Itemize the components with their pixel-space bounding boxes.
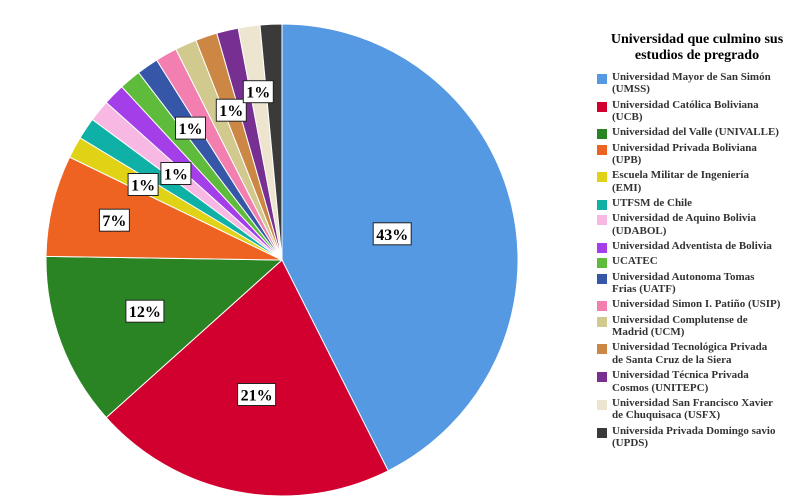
legend-swatch bbox=[597, 243, 607, 254]
slice-data-label: 43% bbox=[372, 222, 412, 246]
legend-label: Universidad Adventista de Bolivia bbox=[612, 240, 772, 253]
legend-swatch bbox=[597, 172, 607, 183]
legend-swatch bbox=[597, 344, 607, 355]
legend-item: Universidad de Aquino Bolivia (UDABOL) bbox=[594, 212, 810, 237]
legend-label: Universidad Autonoma Tomas Frias (UATF) bbox=[612, 270, 755, 296]
data-label-text: 12% bbox=[129, 304, 161, 321]
legend-swatch bbox=[597, 372, 607, 383]
data-label-text: 43% bbox=[376, 227, 408, 244]
data-label-box bbox=[160, 162, 192, 185]
slice-data-label: 1% bbox=[160, 162, 192, 185]
data-label-box bbox=[175, 116, 206, 140]
legend-item: UCATEC bbox=[594, 255, 810, 269]
legend-label: Universidad del Valle (UNIVALLE) bbox=[612, 126, 779, 139]
pie-slice bbox=[281, 23, 519, 472]
data-label-box bbox=[242, 80, 274, 104]
legend-swatch bbox=[597, 129, 607, 140]
legend-label: Universida Privada Domingo savio (UPDS) bbox=[612, 424, 776, 449]
data-label-text: 1% bbox=[219, 103, 243, 120]
slice-data-label: 12% bbox=[125, 299, 165, 323]
legend-label: Universidad Tecnológica Privada de Santa … bbox=[612, 341, 768, 366]
legend-label: Universidad Complutense de Madrid (UCM) bbox=[612, 313, 748, 339]
legend-swatch bbox=[597, 399, 607, 410]
data-label-box bbox=[127, 173, 159, 196]
pie-chart: 43%21%12%7%1%1%1%1%1% bbox=[45, 23, 519, 497]
data-label-text: 1% bbox=[164, 167, 188, 184]
legend-label: Universidad Privada Boliviana (UPB) bbox=[612, 141, 757, 167]
data-label-box bbox=[372, 222, 412, 246]
legend-item: Universidad Autonoma Tomas Frias (UATF) bbox=[594, 271, 810, 296]
legend-item: Universidad Privada Boliviana (UPB) bbox=[594, 142, 810, 167]
slice-data-label: 21% bbox=[237, 383, 277, 406]
legend-swatch bbox=[597, 101, 607, 112]
legend-label: UCATEC bbox=[612, 255, 658, 268]
legend-label: Escuela Militar de Ingeniería (EMI) bbox=[612, 169, 749, 194]
legend-item: Universidad Técnica Privada Cosmos (UNITE… bbox=[594, 369, 810, 394]
legend-label: Universidad San Francisco Xavier de Chuqu… bbox=[612, 396, 774, 422]
legend-swatch bbox=[597, 215, 607, 226]
legend-label: Universidad Técnica Privada Cosmos (UNITE… bbox=[612, 369, 749, 394]
chart-legend: Universidad que culmino sus estudios de … bbox=[594, 32, 810, 452]
legend-item: Universidad Católica Boliviana (UCB) bbox=[594, 99, 810, 124]
data-label-box bbox=[215, 98, 247, 122]
legend-swatch bbox=[597, 258, 607, 269]
legend-label: Universidad Simon I. Patiño (USIP) bbox=[612, 298, 781, 311]
slice-data-label: 1% bbox=[215, 98, 247, 122]
slice-data-label: 7% bbox=[98, 208, 130, 232]
legend-label: UTFSM de Chile bbox=[612, 197, 693, 210]
legend-item: Universidad Mayor de San Simón (UMSS) bbox=[594, 71, 810, 96]
data-label-text: 1% bbox=[131, 178, 155, 195]
legend-item: Universida Privada Domingo savio (UPDS) bbox=[594, 425, 810, 450]
data-label-text: 21% bbox=[241, 388, 273, 405]
legend-item: Universidad Adventista de Bolivia bbox=[594, 240, 810, 254]
slice-data-label: 1% bbox=[127, 173, 159, 196]
legend-swatch bbox=[597, 273, 607, 284]
legend-item: Universidad Tecnológica Privada de Santa … bbox=[594, 341, 810, 366]
slice-data-label: 1% bbox=[242, 80, 274, 104]
data-label-box bbox=[98, 208, 130, 232]
data-label-text: 1% bbox=[246, 85, 270, 102]
legend-label: Universidad Católica Boliviana (UCB) bbox=[612, 98, 759, 124]
pie-slice bbox=[45, 156, 283, 261]
slice-data-label: 1% bbox=[175, 116, 206, 140]
legend-swatch bbox=[597, 144, 607, 155]
legend-swatch bbox=[597, 427, 607, 438]
legend-item: Universidad del Valle (UNIVALLE) bbox=[594, 126, 810, 140]
legend-label: Universidad Mayor de San Simón (UMSS) bbox=[612, 71, 771, 96]
legend-item: UTFSM de Chile bbox=[594, 197, 810, 211]
pie-slice bbox=[45, 255, 284, 419]
legend-label: Universidad de Aquino Bolivia (UDABOL) bbox=[612, 212, 756, 237]
legend-swatch bbox=[597, 74, 607, 84]
pie-slice bbox=[105, 259, 389, 497]
data-label-text: 1% bbox=[179, 121, 203, 138]
data-label-box bbox=[125, 299, 165, 323]
legend-item: Universidad Complutense de Madrid (UCM) bbox=[594, 314, 810, 339]
legend-list: Universidad Mayor de San Simón (UMSS) Univ… bbox=[594, 71, 810, 449]
legend-item: Universidad San Francisco Xavier de Chuqu… bbox=[594, 397, 810, 422]
legend-swatch bbox=[597, 301, 607, 312]
data-label-text: 7% bbox=[102, 213, 126, 230]
data-label-box bbox=[237, 383, 277, 406]
legend-swatch bbox=[597, 316, 607, 327]
legend-item: Universidad Simon I. Patiño (USIP) bbox=[594, 298, 810, 312]
legend-title: Universidad que culmino sus estudios de … bbox=[610, 32, 784, 63]
legend-item: Escuela Militar de Ingeniería (EMI) bbox=[594, 169, 810, 194]
legend-swatch bbox=[597, 200, 607, 211]
